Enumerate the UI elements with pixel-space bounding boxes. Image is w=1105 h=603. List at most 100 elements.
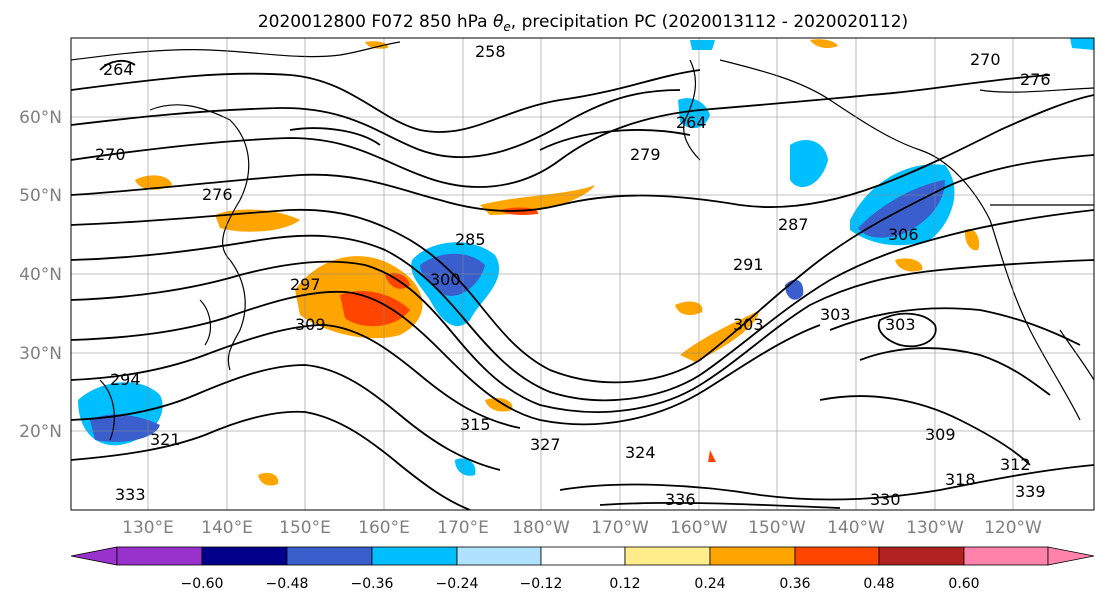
contour-label: 270 (970, 50, 1001, 69)
contour-label: 324 (625, 443, 656, 462)
lat-label: 50°N (19, 186, 62, 206)
contour-label: 276 (1020, 70, 1051, 89)
lon-label: 140°E (201, 518, 253, 538)
lon-label: 120°W (984, 518, 1042, 538)
contour-label: 297 (290, 275, 321, 294)
contour-label: 315 (460, 415, 491, 434)
lon-labels: 130°E 140°E 150°E 160°E 170°E 180°W 170°… (122, 518, 1042, 538)
colorbar-segment (878, 546, 965, 566)
contour-label: 306 (888, 225, 919, 244)
colorbar-tick-label: −0.24 (436, 576, 479, 592)
lon-label: 130°W (906, 518, 964, 538)
precip-shading (78, 38, 1094, 486)
colorbar-extend-min (70, 546, 118, 566)
colorbar-tick-label: −0.48 (266, 576, 309, 592)
lon-label: 150°E (279, 518, 331, 538)
precip-blob (680, 310, 760, 362)
contour-label: 264 (676, 113, 707, 132)
precip-blob (675, 301, 703, 316)
contour-label: 309 (295, 315, 326, 334)
contour-label: 312 (1000, 455, 1031, 474)
contour-label: 318 (945, 470, 976, 489)
contour-label: 303 (733, 315, 764, 334)
lon-label: 180°W (512, 518, 570, 538)
precip-blob (964, 229, 980, 251)
lat-label: 40°N (19, 265, 62, 285)
lon-label: 160°W (670, 518, 728, 538)
colorbar-tick-label: −0.36 (351, 576, 394, 592)
contour-label: 279 (630, 145, 661, 164)
contour-label: 333 (115, 485, 146, 504)
lat-labels: 60°N 50°N 40°N 30°N 20°N (19, 108, 62, 442)
precip-blob (135, 175, 172, 190)
colorbar (70, 546, 1095, 566)
colorbar-segment (286, 546, 373, 566)
lon-label: 160°E (358, 518, 410, 538)
precip-blob (785, 279, 804, 300)
colorbar-segment (709, 546, 796, 566)
colorbar-tick-label: −0.12 (520, 576, 563, 592)
contour-label: 327 (530, 435, 561, 454)
contour-label: 300 (430, 270, 461, 289)
colorbar-extend-max (1047, 546, 1095, 566)
colorbar-segment (371, 546, 458, 566)
colorbar-segment (456, 546, 542, 566)
lat-label: 30°N (19, 344, 62, 364)
colorbar-segment (201, 546, 288, 566)
lon-label: 130°E (122, 518, 174, 538)
precip-blob (790, 140, 828, 188)
colorbar-tick-label: 0.24 (694, 576, 725, 592)
colorbar-segment (963, 546, 1049, 566)
lat-label: 60°N (19, 108, 62, 128)
coastlines (71, 41, 1094, 441)
contour-label: 303 (820, 305, 851, 324)
contour-label: 285 (455, 230, 486, 249)
contour-label: 330 (870, 490, 901, 509)
contour-label: 270 (95, 145, 126, 164)
contour-label: 321 (150, 430, 181, 449)
precip-blob (258, 472, 279, 486)
colorbar-ticks: −0.60 −0.48 −0.36 −0.24 −0.12 0.12 0.24 … (181, 576, 980, 592)
precip-blob (678, 98, 710, 129)
lon-label: 170°E (437, 518, 489, 538)
lat-label: 20°N (19, 422, 62, 442)
colorbar-segment (116, 546, 203, 566)
contour-label: 287 (778, 215, 809, 234)
precip-blob (90, 414, 160, 442)
contour-labels: 264 276 270 258 264 270 276 279 285 291 … (95, 42, 1051, 509)
lon-label: 140°W (827, 518, 885, 538)
figure-title: 2020012800 F072 850 hPa θe, precipitatio… (258, 12, 908, 34)
colorbar-segment (794, 546, 880, 566)
contour-label: 303 (885, 315, 916, 334)
contour-label: 309 (925, 425, 956, 444)
contour-label: 291 (733, 255, 764, 274)
precip-blob (810, 39, 838, 48)
colorbar-segment (624, 546, 711, 566)
contour-label: 258 (475, 42, 506, 61)
gridlines (71, 38, 1094, 510)
contour-label: 276 (202, 185, 233, 204)
precip-blob (1070, 38, 1094, 50)
precip-blob (340, 290, 410, 327)
precip-blob (365, 41, 389, 49)
colorbar-tick-label: 0.60 (948, 576, 979, 592)
colorbar-tick-label: 0.48 (863, 576, 894, 592)
lon-label: 170°W (591, 518, 649, 538)
precip-blob (690, 40, 715, 50)
precip-blob (455, 458, 476, 476)
precip-blob (480, 185, 595, 215)
precip-blob (895, 258, 923, 272)
plot-frame (70, 37, 1095, 511)
contour-label: 264 (103, 60, 134, 79)
colorbar-segment (540, 546, 626, 566)
colorbar-tick-label: 0.12 (609, 576, 640, 592)
theta-e-contours (71, 59, 1094, 510)
precip-blob (215, 209, 300, 232)
colorbar-tick-label: −0.60 (181, 576, 224, 592)
colorbar-tick-label: 0.36 (779, 576, 810, 592)
contour-label: 339 (1015, 482, 1046, 501)
precip-blob (485, 398, 513, 412)
contour-label: 294 (110, 370, 141, 389)
lon-label: 150°W (748, 518, 806, 538)
